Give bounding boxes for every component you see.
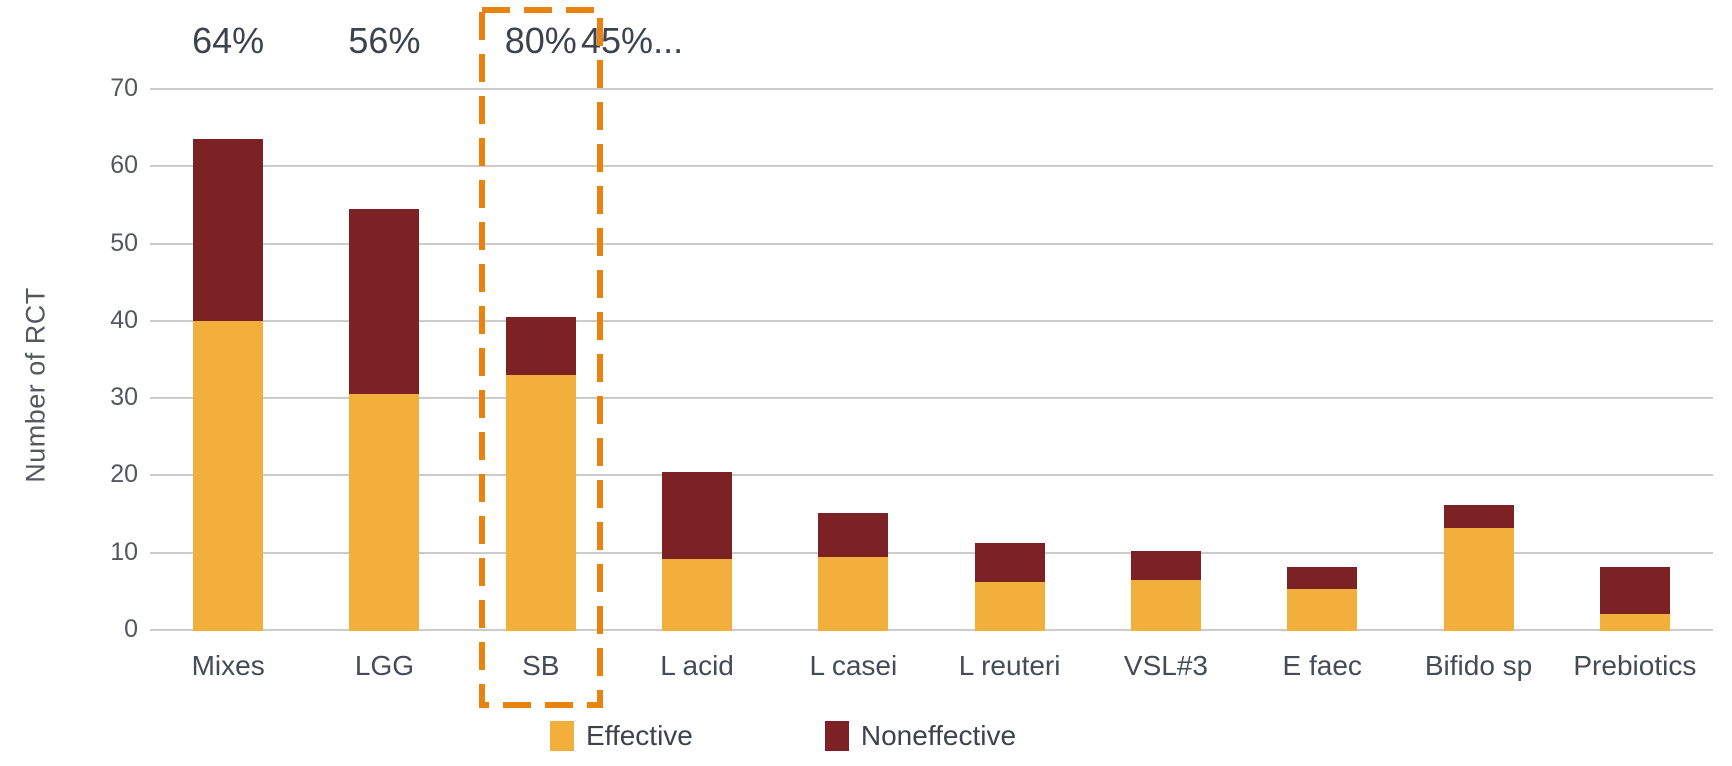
gridline-50 [150, 242, 1713, 245]
bar-effective-segment [349, 394, 420, 631]
legend: Effective Noneffective [550, 720, 1016, 752]
y-tick-label: 70 [110, 74, 138, 102]
y-tick-label: 30 [110, 383, 138, 412]
x-tick-label: L casei [809, 650, 898, 681]
x-tick-label: Bifido sp [1424, 650, 1533, 681]
y-tick-label: 20 [110, 460, 138, 489]
bar-noneffective-segment [1130, 551, 1201, 580]
y-tick-label: 50 [110, 228, 138, 257]
percent-label: 56% [348, 20, 421, 61]
x-tick-label: SB [522, 650, 560, 681]
y-tick-label: 40 [110, 305, 138, 334]
gridline-40 [150, 319, 1713, 322]
gridline-10 [150, 551, 1713, 554]
bar-effective-segment [818, 556, 889, 631]
percent-label: 64% [192, 20, 265, 61]
x-tick-label: E faec [1282, 650, 1362, 681]
bar-noneffective-segment [193, 139, 264, 321]
gridline-20 [150, 474, 1713, 477]
gridline-60 [150, 165, 1713, 168]
x-tick-label: LGG [354, 650, 415, 681]
gridline-70 [150, 88, 1713, 90]
bar-effective-segment [974, 582, 1045, 631]
legend-item-effective: Effective [550, 720, 693, 752]
x-tick-label: VSL#3 [1123, 650, 1208, 681]
bar-effective-segment [1443, 527, 1514, 631]
bar-noneffective-segment [818, 512, 889, 557]
y-tick-label: 0 [124, 615, 138, 643]
x-tick-label: Mixes [191, 650, 265, 681]
bar-noneffective-segment [505, 316, 576, 375]
legend-item-noneffective: Noneffective [824, 720, 1017, 752]
percent-label: 80% [504, 20, 577, 61]
y-tick-label: 60 [110, 151, 138, 180]
bar-noneffective-segment [1287, 566, 1358, 590]
bar-effective-segment [662, 558, 733, 631]
x-tick-label: L reuteri [958, 650, 1061, 681]
bar-noneffective-segment [1443, 504, 1514, 528]
x-tick-label: Prebiotics [1573, 650, 1697, 681]
bar-noneffective-segment [974, 543, 1045, 583]
percent-label: 45%... [581, 20, 684, 61]
y-tick-label: 10 [110, 537, 138, 566]
legend-label: Effective [586, 720, 693, 751]
x-tick-label: L acid [660, 650, 734, 681]
bar-effective-segment [1130, 579, 1201, 631]
gridline-0 [150, 629, 1713, 631]
bar-effective-segment [505, 374, 576, 631]
gridline-30 [150, 397, 1713, 400]
bar-effective-segment [1599, 613, 1670, 631]
bar-noneffective-segment [1599, 567, 1670, 614]
bar-effective-segment [193, 320, 264, 631]
bar-effective-segment [1287, 589, 1358, 631]
y-axis-title: Number of RCT [20, 287, 51, 483]
legend-swatch-effective [550, 721, 574, 751]
legend-label: Noneffective [860, 720, 1017, 751]
legend-swatch-noneffective [824, 721, 849, 751]
bar-noneffective-segment [662, 471, 733, 559]
bar-noneffective-segment [349, 208, 420, 395]
